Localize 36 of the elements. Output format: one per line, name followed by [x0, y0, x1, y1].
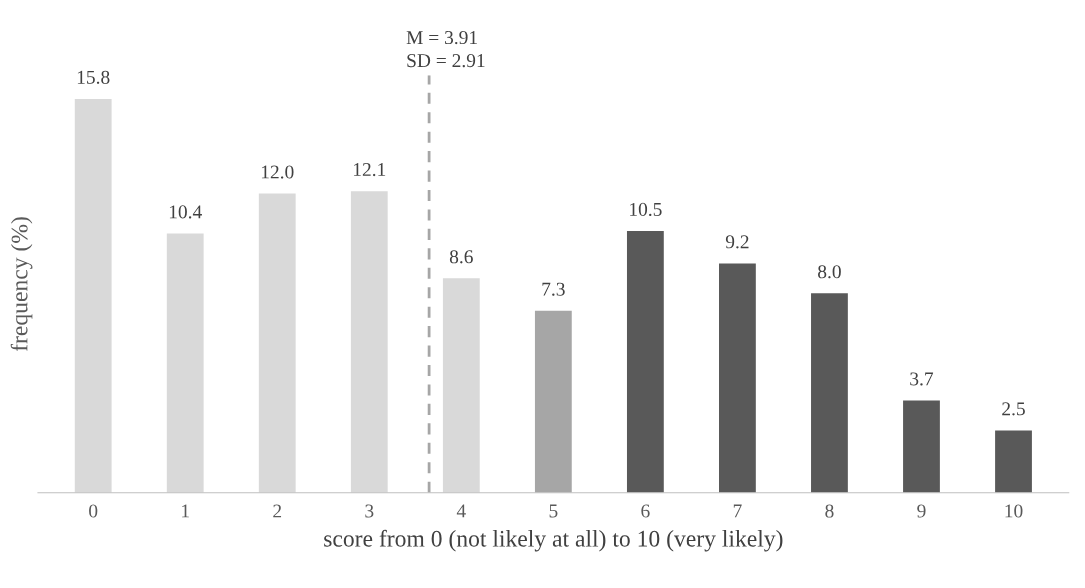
x-tick-label: 1: [182, 504, 189, 518]
bar: [811, 293, 848, 493]
data-label: 8.6: [449, 250, 473, 264]
data-label: 3.7: [910, 372, 934, 386]
text: M = 3.91 SD = 2.91: [406, 31, 485, 68]
bar: [995, 430, 1032, 493]
data-label: 7.3: [542, 282, 565, 296]
x-tick-label: 8: [825, 504, 834, 518]
x-tick-label: 3: [365, 504, 374, 518]
bar: [350, 191, 388, 493]
x-tick-label: 9: [917, 504, 926, 518]
x-tick-label: 0: [89, 504, 98, 518]
bar: [903, 400, 940, 493]
bar: [534, 310, 572, 493]
x-tick-label: 4: [456, 504, 466, 518]
data-label: 9.2: [725, 235, 749, 249]
data-label: 8.0: [818, 265, 841, 279]
bar: [442, 278, 480, 493]
x-tick-label: 7: [733, 504, 742, 518]
data-label: 2.5: [1002, 402, 1025, 416]
data-label: 10.5: [630, 202, 662, 217]
x-axis-title: score from 0 (not likely at all) to 10 (very likely): [324, 529, 783, 552]
bar: [166, 233, 204, 493]
bar: [626, 231, 664, 493]
x-tick-label: 5: [549, 504, 558, 518]
data-label: 12.0: [261, 165, 294, 179]
data-label: 12.1: [353, 163, 386, 177]
x-tick-label: 6: [641, 504, 650, 518]
bar: [258, 193, 296, 493]
x-tick-label: 10: [1005, 504, 1023, 518]
bar: [74, 98, 112, 493]
data-label: 10.4: [169, 205, 202, 219]
x-tick-label: 2: [273, 504, 282, 518]
y-axis-title: frequency (%): [10, 217, 33, 352]
data-label: 15.8: [77, 70, 110, 84]
bar: [719, 263, 756, 493]
